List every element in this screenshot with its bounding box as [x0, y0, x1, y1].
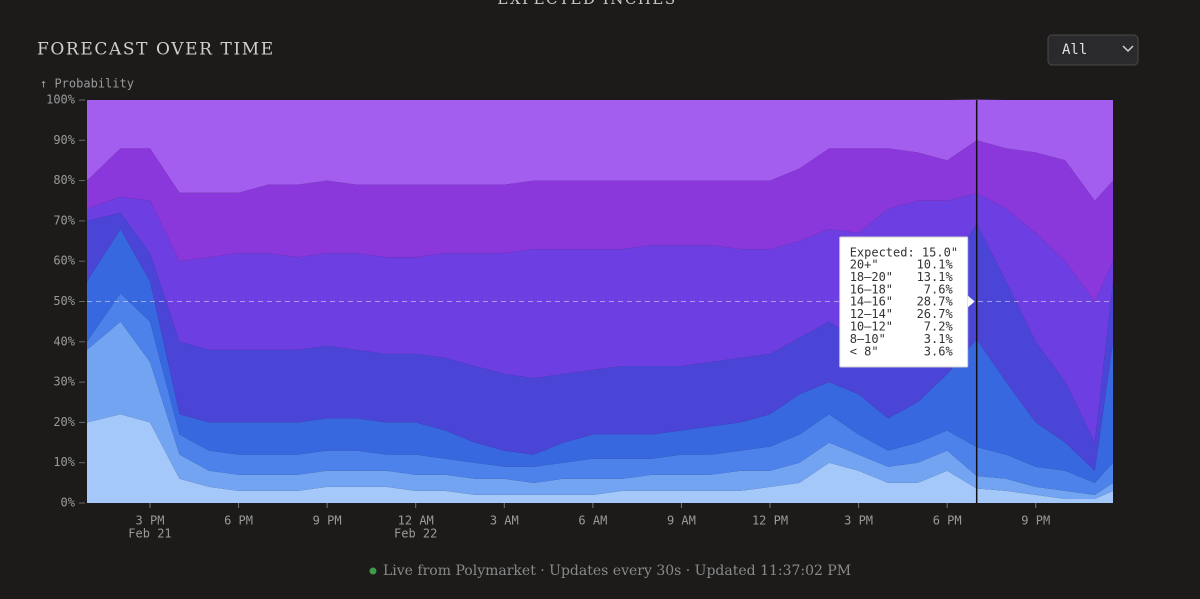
y-tick-label: 90%: [53, 133, 75, 147]
tooltip-series-name: 8–10": [850, 332, 886, 346]
x-tick-label: 9 PM: [313, 514, 342, 528]
panel-title: FORECAST OVER TIME: [37, 40, 275, 60]
y-axis-label: ↑ Probability: [40, 77, 134, 91]
y-tick-label: 40%: [53, 334, 75, 348]
x-tick-sublabel: Feb 21: [128, 527, 171, 541]
tooltip-series-name: 14–16": [850, 295, 893, 309]
x-tick-label: 6 AM: [578, 514, 607, 528]
tooltip-value: 10.1%: [917, 258, 954, 272]
area-band: [87, 99, 1113, 201]
tooltip-value: 7.2%: [924, 320, 954, 334]
y-tick-label: 50%: [53, 294, 75, 308]
x-tick-label: 3 AM: [490, 514, 519, 528]
x-tick-label: 3 PM: [136, 514, 165, 528]
x-tick-label: 9 AM: [667, 514, 696, 528]
area-band: [87, 293, 1113, 495]
y-tick-label: 60%: [53, 254, 75, 268]
x-tick-label: 6 PM: [933, 514, 962, 528]
plot: 0%10%20%30%40%50%60%70%80%90%100%3 PMFeb…: [46, 93, 1113, 541]
tooltip-value: 7.6%: [924, 282, 954, 296]
tooltip-title: Expected: 15.0": [850, 246, 958, 260]
area-band: [87, 140, 1113, 302]
x-tick-label: 9 PM: [1021, 514, 1050, 528]
x-tick-label: 12 AM: [398, 514, 434, 528]
tooltip-value: 28.7%: [917, 295, 954, 309]
footer-status: Live from Polymarket · Updates every 30s…: [383, 563, 851, 579]
live-dot: [369, 567, 377, 575]
tooltip-series-name: 18–20": [850, 270, 893, 284]
y-tick-label: 30%: [53, 375, 75, 389]
y-tick-label: 10%: [53, 455, 75, 469]
tooltip-series-name: 12–14": [850, 307, 893, 321]
tooltip-series-name: < 8": [850, 344, 879, 358]
section-title: EXPECTED INCHES: [497, 0, 676, 8]
dropdown-chevron[interactable]: [1122, 45, 1134, 53]
tooltip-value: 26.7%: [917, 307, 954, 321]
tooltip-value: 3.1%: [924, 332, 954, 346]
tooltip-series-name: 16–18": [850, 282, 893, 296]
tooltip-value: 13.1%: [917, 270, 954, 284]
area-band: [87, 212, 1113, 471]
y-tick-label: 70%: [53, 213, 75, 227]
y-tick-label: 100%: [46, 93, 76, 107]
tooltip-series-name: 20+": [850, 258, 879, 272]
tooltip-value: 3.6%: [924, 344, 954, 358]
dropdown-label[interactable]: All: [1062, 42, 1087, 58]
x-tick-sublabel: Feb 22: [394, 527, 437, 541]
area-band: [87, 229, 1113, 483]
y-tick-label: 80%: [53, 173, 75, 187]
area-band: [87, 414, 1113, 503]
x-tick-label: 6 PM: [224, 514, 253, 528]
dropdown[interactable]: All: [1047, 34, 1139, 66]
dropdown-box[interactable]: [1047, 34, 1139, 66]
tooltip-pointer: [967, 295, 975, 308]
y-tick-label: 0%: [61, 496, 76, 510]
tooltip-series-name: 10–12": [850, 320, 893, 334]
x-tick-label: 12 PM: [752, 514, 788, 528]
x-tick-label: 3 PM: [844, 514, 873, 528]
area-band: [87, 321, 1113, 499]
y-tick-label: 20%: [53, 415, 75, 429]
